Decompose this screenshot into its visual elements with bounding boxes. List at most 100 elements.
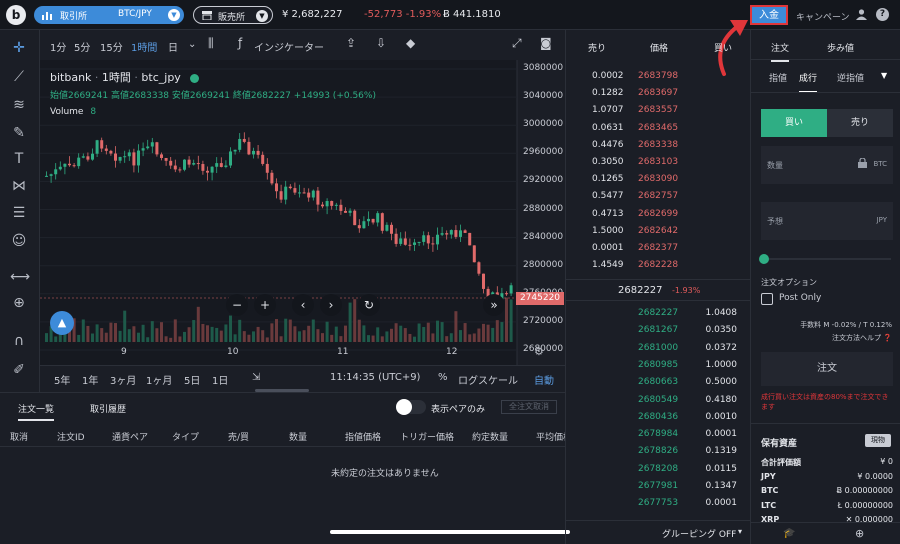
auto-scale-toggle[interactable]: 自動	[534, 376, 554, 387]
tradingview-logo-icon[interactable]: ▲	[50, 311, 74, 335]
bid-row[interactable]: 2677981 0.1347	[566, 478, 751, 495]
ask-row[interactable]: 0.0002 2683798	[566, 68, 751, 85]
chevron-down-icon[interactable]: ⌄	[188, 39, 197, 50]
scroll-left-button[interactable]: ‹	[292, 294, 314, 316]
bid-row[interactable]: 2678984 0.0001	[566, 426, 751, 443]
emoji-icon[interactable]: ☺	[11, 233, 27, 249]
order-help-link[interactable]: 注文方法ヘルプ ❓	[832, 333, 892, 343]
ask-row[interactable]: 1.4549 2682228	[566, 257, 751, 274]
bid-row[interactable]: 2680985 1.0000	[566, 357, 751, 374]
show-pair-only-toggle[interactable]	[396, 399, 426, 415]
ask-row[interactable]: 0.4476 2683338	[566, 137, 751, 154]
amount-slider[interactable]	[759, 254, 891, 264]
pattern-icon[interactable]: ⋈	[12, 178, 26, 194]
ask-row[interactable]: 0.0631 2683465	[566, 120, 751, 137]
bid-row[interactable]: 2680549 0.4180	[566, 392, 751, 409]
zoom-in-button[interactable]: +	[254, 294, 276, 316]
log-scale-toggle[interactable]: ログスケール	[458, 376, 518, 387]
sell-tab-button[interactable]: 売り	[827, 109, 893, 137]
zoom-icon[interactable]: ⊕	[13, 295, 25, 311]
bid-row[interactable]: 2681000 0.0372	[566, 340, 751, 357]
sales-office-selector[interactable]: 販売所 ▼	[193, 6, 273, 24]
bid-row[interactable]: 2678826 0.1319	[566, 443, 751, 460]
camera-icon[interactable]: ◙	[540, 36, 552, 50]
help-icon[interactable]: ?	[876, 8, 889, 21]
ask-row[interactable]: 1.0707 2683557	[566, 102, 751, 119]
post-only-checkbox[interactable]	[761, 293, 773, 305]
indicator-icon[interactable]: ƒ	[238, 36, 243, 50]
panel-resize-handle[interactable]	[255, 389, 309, 392]
text-icon[interactable]: T	[14, 151, 24, 167]
spot-badge[interactable]: 現物	[865, 434, 891, 447]
graduation-cap-icon[interactable]: 🎓	[783, 528, 796, 539]
price-chart[interactable]: bitbank · 1時間 · btc_jpy 始値2669241 高値2683…	[40, 60, 565, 365]
ask-row[interactable]: 0.1265 2683090	[566, 171, 751, 188]
fullscreen-icon[interactable]: ⤢	[512, 36, 522, 50]
chevron-down-icon[interactable]: ▾	[738, 527, 743, 536]
crosshair-icon[interactable]: ✛	[13, 40, 25, 56]
range-5d[interactable]: 5日	[184, 376, 201, 387]
candle-type-icon[interactable]: ⫼	[208, 36, 214, 50]
timeframe-5m[interactable]: 5分	[74, 43, 91, 54]
tab-order[interactable]: 注文	[771, 41, 790, 62]
timeframe-1h[interactable]: 1時間	[131, 43, 158, 54]
tab-trade-history[interactable]: 取引履歴	[90, 405, 127, 415]
bid-row[interactable]: 2680436 0.0010	[566, 409, 751, 426]
upload-icon[interactable]: ⇪	[346, 36, 357, 50]
range-1m[interactable]: 1ヶ月	[146, 376, 173, 387]
lock-drawings-icon[interactable]: ✐	[13, 362, 25, 378]
prediction-icon[interactable]: ☰	[12, 205, 26, 221]
bid-row[interactable]: 2678208 0.0115	[566, 461, 751, 478]
bid-row[interactable]: 2680663 0.5000	[566, 374, 751, 391]
ask-row[interactable]: 0.1282 2683697	[566, 85, 751, 102]
more-order-types-icon[interactable]: ▼	[881, 71, 888, 80]
timeframe-1m[interactable]: 1分	[50, 43, 67, 54]
reset-chart-button[interactable]: ↻	[358, 294, 380, 316]
quantity-field[interactable]: 数量 BTC	[761, 146, 893, 184]
brush-icon[interactable]: ✎	[13, 125, 25, 141]
order-type-limit[interactable]: 指値	[769, 74, 788, 84]
jump-to-latest-button[interactable]: »	[483, 294, 505, 316]
ask-row[interactable]: 0.0001 2682377	[566, 240, 751, 257]
tab-open-orders[interactable]: 注文一覧	[18, 402, 55, 421]
deposit-button[interactable]: 入金	[750, 5, 788, 25]
ask-row[interactable]: 1.5000 2682642	[566, 223, 751, 240]
order-type-market[interactable]: 成行	[799, 71, 818, 93]
scroll-right-button[interactable]: ›	[320, 294, 342, 316]
zoom-out-button[interactable]: −	[226, 294, 248, 316]
magnet-icon[interactable]: ∩	[13, 333, 25, 349]
tab-trade-tape[interactable]: 歩み値	[827, 44, 855, 54]
user-icon[interactable]	[856, 9, 867, 20]
globe-icon[interactable]: ⊕	[855, 527, 865, 540]
range-3m[interactable]: 3ヶ月	[110, 376, 137, 387]
ask-row[interactable]: 0.4713 2682699	[566, 206, 751, 223]
ask-row[interactable]: 0.5477 2682757	[566, 188, 751, 205]
buy-tab-button[interactable]: 買い	[761, 109, 827, 137]
grouping-selector[interactable]: グルーピング OFF	[662, 530, 737, 540]
bid-row[interactable]: 2681267 0.0350	[566, 322, 751, 339]
bid-row[interactable]: 2677753 0.0001	[566, 495, 751, 512]
ruler-icon[interactable]: ⟷	[10, 269, 31, 285]
range-5y[interactable]: 5年	[54, 376, 71, 387]
bid-row[interactable]: 2682227 1.0408	[566, 305, 751, 322]
campaign-link[interactable]: キャンペーン	[796, 13, 850, 23]
timeframe-1d[interactable]: 日	[168, 43, 178, 54]
date-range-icon[interactable]: ⇲	[252, 372, 261, 383]
eraser-icon[interactable]: ◆	[406, 36, 416, 50]
ask-row[interactable]: 0.3050 2683103	[566, 154, 751, 171]
fib-icon[interactable]: ≋	[13, 97, 25, 113]
timeframe-15m[interactable]: 15分	[100, 43, 123, 54]
slider-handle[interactable]	[759, 254, 769, 264]
range-1y[interactable]: 1年	[82, 376, 99, 387]
order-type-stop[interactable]: 逆指値	[837, 74, 865, 84]
trend-line-icon[interactable]: ⟋	[14, 69, 24, 85]
bitbank-logo[interactable]: b	[6, 5, 26, 25]
range-1d[interactable]: 1日	[212, 376, 229, 387]
submit-order-button[interactable]: 注文	[761, 352, 893, 386]
indicator-button[interactable]: インジケーター	[254, 43, 324, 54]
chart-settings-icon[interactable]: ⚙	[534, 345, 544, 358]
cancel-all-button[interactable]: 全注文取消	[501, 400, 557, 414]
download-icon[interactable]: ⇩	[376, 36, 387, 50]
exchange-pair-selector[interactable]: 取引所 BTC/JPY ▼	[34, 6, 184, 24]
percent-toggle[interactable]: %	[438, 372, 448, 383]
